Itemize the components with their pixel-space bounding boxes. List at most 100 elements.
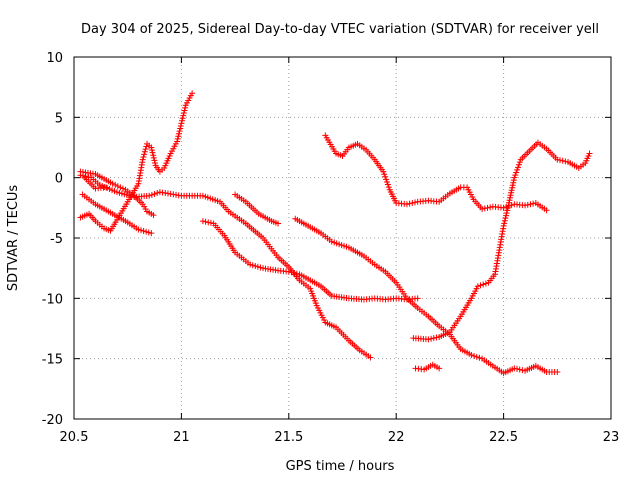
data-point: [139, 156, 146, 163]
data-point: [112, 181, 119, 188]
data-point: [510, 179, 517, 186]
data-point: [482, 280, 489, 287]
data-point: [559, 157, 566, 164]
data-point: [150, 152, 157, 159]
grid: [74, 57, 611, 419]
y-tick-label: 5: [55, 111, 63, 126]
data-point: [479, 206, 486, 213]
x-tick-label: 22.5: [489, 430, 518, 445]
x-tick-label: 21.5: [274, 430, 303, 445]
data-point: [175, 130, 182, 137]
y-axis-tick-labels: -20 -15 -10 -5 0 5 10: [42, 51, 63, 428]
x-axis-tick-labels: 20.5 21 21.5 22 22.5 23: [60, 430, 620, 445]
data-point: [522, 202, 529, 209]
data-point: [513, 169, 520, 176]
data-point: [254, 263, 261, 270]
data-point: [509, 184, 516, 191]
data-point: [174, 135, 181, 142]
data-point: [140, 228, 147, 235]
data-point: [174, 138, 181, 145]
data-point: [152, 160, 159, 167]
data-point: [471, 352, 478, 359]
data-point: [142, 146, 149, 153]
data-point: [516, 159, 523, 166]
data-point: [381, 171, 388, 178]
y-tick-label: -15: [42, 353, 63, 368]
data-point: [145, 229, 152, 236]
data-point: [468, 352, 475, 359]
data-point: [501, 220, 508, 227]
data-point: [428, 335, 435, 342]
y-tick-label: -20: [42, 413, 63, 428]
data-point: [252, 262, 259, 269]
data-point: [512, 172, 519, 179]
data-point: [180, 110, 187, 117]
data-point: [514, 365, 521, 372]
data-point: [430, 335, 437, 342]
series-track-6: [199, 218, 421, 303]
data-point: [524, 201, 531, 208]
data-point: [150, 212, 157, 219]
chart-title: Day 304 of 2025, Sidereal Day-to-day VTE…: [81, 22, 599, 37]
x-tick-label: 21: [173, 430, 190, 445]
series-track-1: [77, 172, 374, 361]
data-point: [515, 161, 522, 168]
data-point: [257, 264, 264, 271]
data-point: [503, 210, 510, 217]
data-point: [247, 261, 254, 268]
data-point: [154, 190, 161, 197]
data-point: [507, 194, 514, 201]
data-point: [515, 164, 522, 171]
data-point: [148, 230, 155, 237]
data-point: [146, 192, 153, 199]
series-track-4: [77, 168, 157, 219]
data-point: [148, 147, 155, 154]
y-tick-label: -5: [50, 232, 63, 247]
data-point: [433, 334, 440, 341]
data-point: [178, 120, 185, 127]
data-point: [141, 148, 148, 155]
x-axis-label: GPS time / hours: [286, 459, 395, 474]
data-point: [511, 174, 518, 181]
y-axis-label: SDTVAR / TECUs: [6, 185, 21, 292]
data-point: [487, 204, 494, 211]
y-tick-label: 0: [55, 172, 63, 187]
y-tick-label: -10: [42, 292, 63, 307]
data-point: [117, 184, 124, 191]
data-point: [385, 184, 392, 191]
data-point: [135, 226, 142, 233]
data-point: [380, 168, 387, 175]
data-point: [554, 368, 561, 375]
data-point: [508, 189, 515, 196]
data-point: [406, 200, 413, 207]
data-point: [383, 178, 390, 185]
data-point: [138, 227, 145, 234]
data-point: [382, 173, 389, 180]
data-point: [511, 365, 518, 372]
data-point: [474, 283, 481, 290]
x-tick-label: 20.5: [60, 430, 89, 445]
series-track-7: [232, 191, 282, 227]
data-point: [293, 270, 300, 277]
y-tick-label: 10: [46, 51, 63, 66]
series-track-10: [410, 139, 593, 343]
data-point: [501, 217, 508, 224]
data-point: [177, 125, 184, 132]
data-point: [500, 222, 507, 229]
data-points: [77, 90, 593, 377]
data-point: [503, 212, 510, 219]
data-point: [514, 166, 521, 173]
series-track-5: [81, 174, 110, 192]
x-tick-label: 22: [388, 430, 405, 445]
data-point: [414, 295, 421, 302]
data-point: [383, 176, 390, 183]
data-point: [367, 354, 374, 361]
data-point: [143, 228, 150, 235]
data-point: [476, 354, 483, 361]
data-point: [436, 365, 443, 372]
data-point: [562, 158, 569, 165]
data-point: [179, 115, 186, 122]
data-point: [554, 156, 561, 163]
data-point: [530, 200, 537, 207]
data-point: [504, 204, 511, 211]
